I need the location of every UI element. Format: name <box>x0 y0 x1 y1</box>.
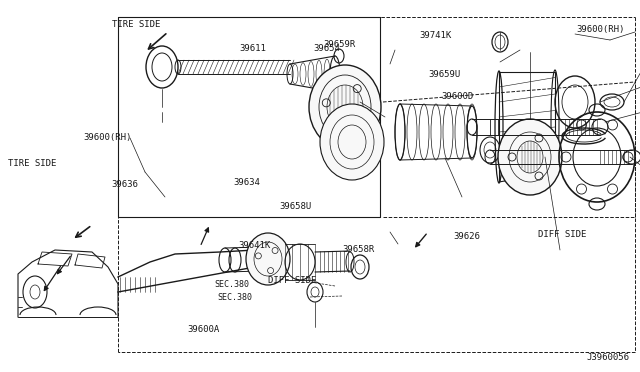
Text: 39636: 39636 <box>111 180 138 189</box>
Ellipse shape <box>320 104 384 180</box>
Text: DIFF SIDE: DIFF SIDE <box>268 276 316 285</box>
Text: 39658R: 39658R <box>342 245 374 254</box>
Text: 39658U: 39658U <box>280 202 312 211</box>
Text: TIRE SIDE: TIRE SIDE <box>8 159 56 168</box>
Text: 39600(RH): 39600(RH) <box>83 133 132 142</box>
Text: 39600D: 39600D <box>442 92 474 101</box>
Text: 39654: 39654 <box>313 44 340 53</box>
Ellipse shape <box>246 233 290 285</box>
Text: 39641K: 39641K <box>239 241 271 250</box>
Text: 39611: 39611 <box>239 44 266 53</box>
Text: 39741K: 39741K <box>419 31 451 40</box>
Text: SEC.380: SEC.380 <box>214 280 250 289</box>
Text: J3960056: J3960056 <box>586 353 630 362</box>
Text: 39600(RH): 39600(RH) <box>576 25 625 34</box>
Text: 39600A: 39600A <box>188 325 220 334</box>
Text: SEC.380: SEC.380 <box>218 293 253 302</box>
Text: 39659R: 39659R <box>323 40 355 49</box>
Ellipse shape <box>309 65 381 149</box>
Text: 39659U: 39659U <box>429 70 461 79</box>
Text: 39626: 39626 <box>454 232 481 241</box>
Text: DIFF SIDE: DIFF SIDE <box>538 230 586 239</box>
Ellipse shape <box>498 119 562 195</box>
Text: 39634: 39634 <box>233 178 260 187</box>
Text: TIRE SIDE: TIRE SIDE <box>112 20 161 29</box>
